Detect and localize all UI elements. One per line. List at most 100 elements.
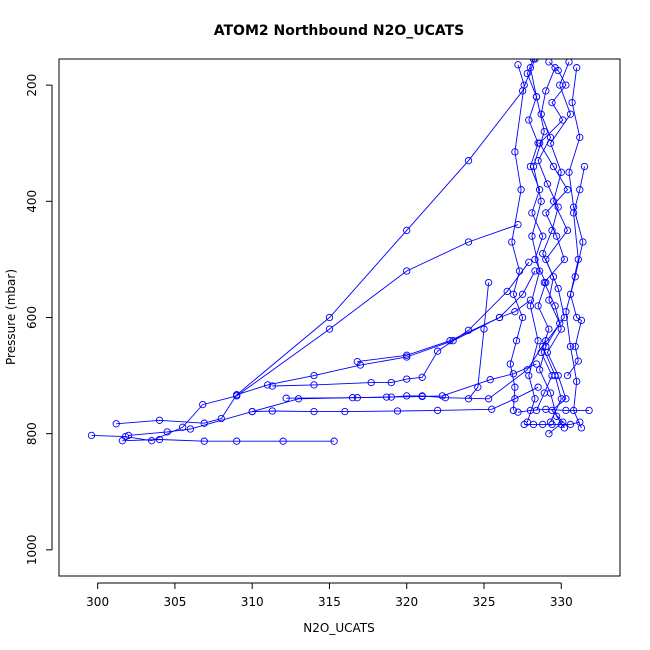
data-point	[545, 430, 553, 438]
series-line-6	[537, 67, 565, 429]
data-point	[534, 157, 542, 165]
x-tick-label: 305	[163, 595, 186, 609]
data-point	[518, 313, 527, 322]
data-point	[511, 148, 519, 156]
data-point	[556, 319, 564, 327]
series-line-7	[565, 67, 584, 429]
data-point	[542, 209, 550, 217]
data-point	[563, 371, 572, 380]
series-line-4	[567, 166, 585, 376]
data-point	[486, 376, 494, 384]
data-point	[484, 278, 493, 287]
y-tick-label: 400	[25, 190, 39, 213]
data-point	[514, 61, 522, 69]
data-point	[464, 157, 473, 165]
y-tick-label: 200	[25, 74, 39, 97]
data-point	[233, 437, 241, 445]
data-point	[433, 406, 442, 415]
data-point	[539, 232, 547, 240]
data-layer	[87, 59, 593, 445]
data-point	[403, 267, 411, 275]
data-point	[200, 437, 208, 445]
data-point	[565, 168, 573, 176]
data-point	[403, 226, 411, 235]
data-point	[464, 238, 473, 246]
x-tick-label: 315	[318, 595, 341, 609]
data-point	[511, 308, 519, 316]
data-point	[512, 337, 521, 345]
data-point	[480, 325, 488, 333]
data-point	[546, 133, 555, 142]
data-point	[569, 203, 578, 211]
data-point	[418, 373, 426, 381]
x-tick-label: 330	[550, 595, 573, 609]
data-point	[178, 423, 187, 431]
data-point	[552, 232, 561, 240]
series-line-18	[524, 421, 580, 425]
data-point	[124, 431, 133, 440]
data-point	[543, 180, 552, 188]
series-line-9	[91, 224, 519, 442]
data-point	[542, 87, 550, 95]
data-point	[526, 302, 535, 310]
data-point	[382, 393, 391, 401]
data-point	[186, 425, 195, 433]
y-tick-label: 600	[25, 306, 39, 329]
data-point	[537, 110, 545, 118]
data-point	[341, 407, 349, 416]
x-axis: 300 305 310 315 320 325 330	[86, 582, 573, 609]
data-point	[310, 371, 318, 380]
data-point	[509, 290, 518, 298]
data-point	[585, 406, 593, 415]
data-point	[549, 162, 558, 171]
data-point	[520, 420, 528, 429]
x-tick-label: 325	[473, 595, 496, 609]
data-point	[310, 381, 318, 389]
data-point	[540, 127, 548, 136]
data-point	[546, 418, 555, 426]
data-point	[268, 382, 276, 390]
data-point	[446, 337, 454, 345]
data-point	[523, 366, 531, 374]
data-point	[532, 406, 541, 415]
data-point	[294, 395, 303, 403]
data-point	[539, 249, 547, 258]
data-point	[514, 220, 522, 229]
data-point	[571, 273, 579, 281]
data-point	[534, 383, 542, 391]
data-point	[199, 400, 207, 409]
data-point	[531, 267, 539, 275]
data-point	[551, 64, 559, 72]
series-line-13	[272, 262, 530, 387]
data-point	[393, 407, 402, 415]
data-point	[534, 337, 542, 345]
data-point	[525, 258, 533, 266]
data-point	[566, 110, 575, 118]
data-point	[557, 168, 565, 176]
data-point	[233, 391, 241, 399]
data-point	[542, 255, 550, 264]
data-point	[263, 381, 272, 389]
data-point	[87, 431, 96, 440]
data-point	[112, 420, 120, 428]
data-point	[438, 392, 446, 400]
x-tick-label: 320	[395, 595, 418, 609]
data-point	[540, 389, 548, 397]
data-point	[509, 370, 518, 378]
data-point	[549, 197, 558, 205]
data-point	[528, 209, 536, 217]
data-point	[148, 437, 156, 445]
data-point	[571, 342, 579, 351]
data-point	[552, 412, 561, 420]
data-point	[537, 348, 545, 357]
data-point	[562, 395, 570, 403]
data-point	[310, 407, 318, 416]
data-point	[566, 420, 575, 429]
data-point	[403, 351, 411, 359]
data-point	[542, 278, 550, 287]
data-point	[279, 437, 287, 445]
data-point	[118, 437, 127, 445]
plot-frame	[58, 58, 621, 577]
data-point	[433, 347, 442, 355]
